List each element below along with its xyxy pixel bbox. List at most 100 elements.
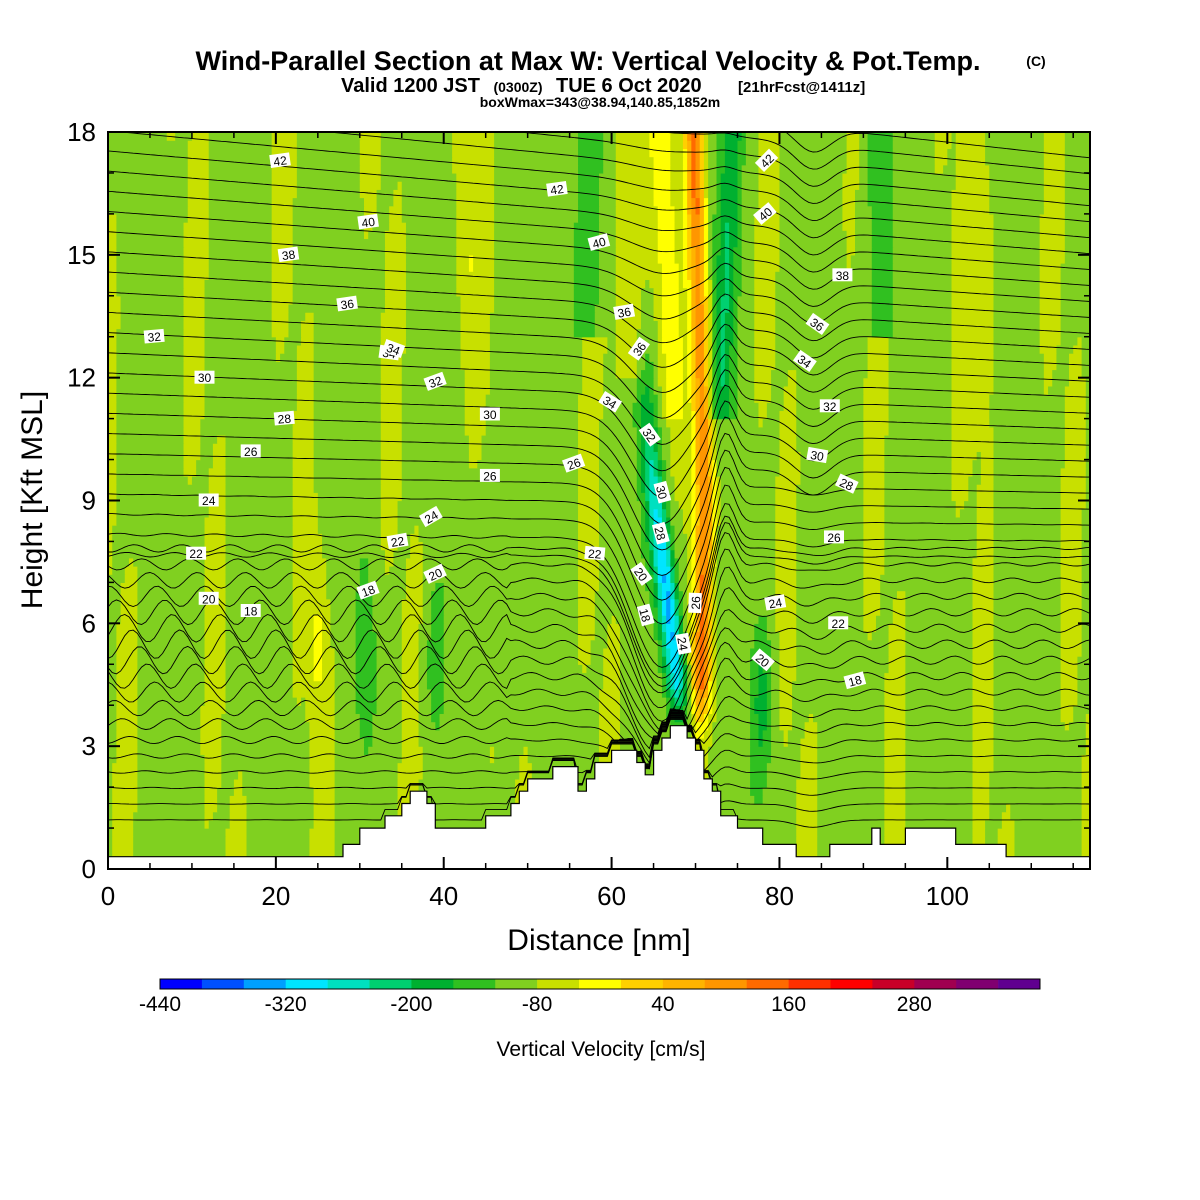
isentrope bbox=[108, 416, 1090, 551]
colorbar-swatch bbox=[327, 979, 370, 989]
contour-label: 18 bbox=[240, 604, 261, 619]
isentrope bbox=[108, 515, 1090, 679]
contour-label-text: 22 bbox=[587, 547, 602, 562]
contour-label-text: 42 bbox=[549, 182, 564, 198]
isentrope bbox=[108, 466, 1090, 625]
contour-label-text: 26 bbox=[483, 469, 497, 483]
isentrope bbox=[108, 718, 1090, 812]
isentrope bbox=[658, 132, 1090, 175]
subtitle-forecast: [21hrFcst@1411z] bbox=[738, 79, 865, 96]
isentrope bbox=[108, 719, 1090, 828]
colorbar-swatch bbox=[704, 979, 747, 989]
isentrope bbox=[108, 352, 1090, 445]
isentrope bbox=[108, 231, 1090, 307]
isentrope bbox=[784, 132, 1090, 159]
contour-label: 24 bbox=[674, 632, 692, 655]
colorbar-tick-label: 280 bbox=[897, 993, 932, 1016]
y-tick-label: 15 bbox=[67, 240, 96, 270]
contour-label-text: 30 bbox=[483, 408, 497, 422]
isentrope bbox=[108, 291, 1090, 368]
subtitle-utc: (0300Z) bbox=[493, 79, 542, 95]
contour-label-text: 32 bbox=[427, 373, 445, 391]
colorbar-tick-label: -320 bbox=[265, 993, 307, 1016]
chart-subtitle: Valid 1200 JST (0300Z) TUE 6 Oct 2020 [2… bbox=[341, 75, 865, 97]
isentrope bbox=[108, 609, 1090, 735]
y-tick-label: 3 bbox=[82, 731, 96, 761]
isentrope bbox=[108, 190, 1090, 273]
contour-label: 26 bbox=[562, 453, 586, 473]
contour-label: 22 bbox=[828, 616, 849, 631]
x-axis-label: Distance [nm] bbox=[507, 924, 690, 957]
isentrope bbox=[108, 400, 1090, 525]
terrain bbox=[108, 725, 1090, 869]
contour-label-text: 26 bbox=[244, 445, 258, 459]
isentrope bbox=[116, 132, 1090, 223]
contour-label-text: 32 bbox=[823, 400, 837, 414]
contour-label: 20 bbox=[751, 648, 775, 672]
isentrope bbox=[108, 548, 1090, 709]
colorbar-swatch bbox=[872, 979, 915, 989]
isentrope bbox=[108, 271, 1090, 344]
contour-label: 36 bbox=[336, 295, 358, 312]
colorbar-swatch bbox=[285, 979, 328, 989]
contour-label: 42 bbox=[754, 148, 779, 173]
chart-subtitle-2: boxWmax=343@38.94,140.85,1852m bbox=[480, 94, 721, 110]
contour-label: 34 bbox=[598, 390, 623, 413]
colorbar-swatch bbox=[998, 979, 1041, 989]
contour-label: 26 bbox=[479, 468, 500, 483]
isentrope bbox=[108, 449, 1090, 601]
colorbar-swatch bbox=[788, 979, 831, 989]
contour-label-text: 18 bbox=[360, 582, 378, 600]
colorbar-swatch bbox=[620, 979, 664, 989]
colorbar: -440 -320 -200 -80 40 160 280 bbox=[139, 978, 1041, 1016]
contour-label: 36 bbox=[627, 336, 650, 361]
contour-label-text: 28 bbox=[277, 412, 292, 427]
contour-label-text: 22 bbox=[832, 617, 846, 631]
isentrope bbox=[108, 714, 1090, 765]
isentrope bbox=[108, 715, 1090, 766]
chart-title: Wind-Parallel Section at Max W: Vertical… bbox=[196, 46, 981, 76]
vertical-velocity-field bbox=[108, 132, 1090, 869]
isentrope bbox=[108, 717, 1090, 796]
contour-label: 32 bbox=[143, 328, 165, 345]
colorbar-swatch bbox=[662, 979, 706, 989]
colorbar-tick-label: 40 bbox=[651, 993, 674, 1016]
contour-label: 24 bbox=[198, 493, 219, 508]
contour-label: 34 bbox=[792, 349, 817, 372]
isentrope bbox=[108, 311, 1090, 393]
isentrope bbox=[108, 715, 1090, 772]
contour-label-text: 32 bbox=[147, 330, 162, 345]
contour-label: 38 bbox=[277, 246, 300, 263]
contour-label-text: 28 bbox=[837, 475, 855, 493]
contour-label-text: 34 bbox=[385, 341, 403, 359]
contour-label: 40 bbox=[753, 202, 777, 225]
contour-label-text: 40 bbox=[591, 234, 608, 251]
contour-label: 36 bbox=[805, 312, 830, 336]
isentrope bbox=[108, 522, 1090, 687]
contour-labels: 42 40 38 36 32 30 34 28 26 24 22 20 18 32 30 34 26 24 22 20… bbox=[143, 148, 867, 690]
y-tick-label: 12 bbox=[67, 363, 96, 393]
colorbar-swatch bbox=[495, 979, 538, 989]
y-tick-label: 18 bbox=[67, 117, 96, 147]
contour-label: 20 bbox=[423, 563, 447, 584]
contour-label: 32 bbox=[423, 371, 447, 391]
x-tick-label: 60 bbox=[597, 881, 626, 911]
contour-label: 28 bbox=[835, 473, 859, 494]
isentrope bbox=[108, 566, 1090, 722]
contour-label: 30 bbox=[653, 480, 672, 504]
contour-label: 28 bbox=[273, 410, 295, 427]
potential-temperature-contours bbox=[108, 132, 1090, 828]
contour-label: 34 bbox=[381, 339, 406, 359]
chart-title-mark: (C) bbox=[1026, 53, 1045, 69]
isentrope bbox=[108, 484, 1090, 647]
contour-label: 42 bbox=[269, 152, 291, 169]
isentrope bbox=[108, 627, 1090, 742]
colorbar-swatch bbox=[411, 979, 454, 989]
colorbar-swatch bbox=[243, 979, 287, 989]
contour-label: 20 bbox=[630, 561, 653, 586]
contour-label: 26 bbox=[688, 592, 703, 614]
colorbar-tick-label: -200 bbox=[390, 993, 432, 1016]
contour-label: 18 bbox=[636, 603, 655, 627]
